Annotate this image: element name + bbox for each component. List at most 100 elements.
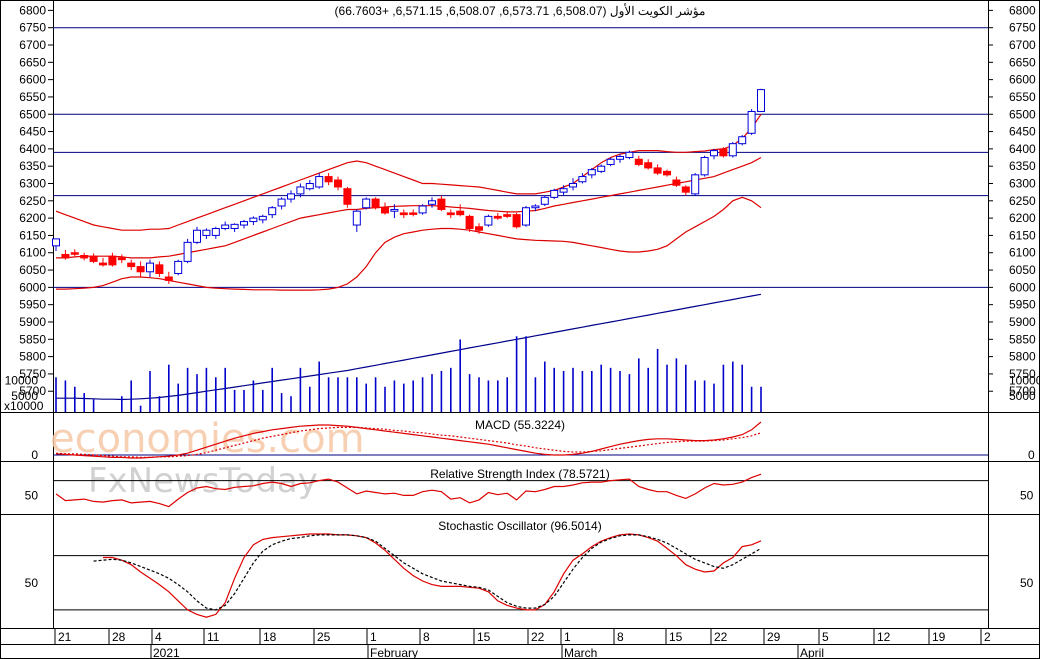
price-tick-label-right: 6600 [1009,73,1036,87]
candle-body [747,110,756,134]
price-tick-label-right: 5750 [1009,367,1036,381]
price-chart-title: مؤشر الكويت الأول (6,508.07, 6,573.71, 6… [335,3,706,18]
price-tick-label-left: 5850 [19,332,46,346]
x-day-label: 15 [669,630,683,644]
price-tick-label-left: 6700 [19,38,46,52]
price-tick-label-left: 6650 [19,55,46,69]
candle-body [587,169,596,176]
price-tick-label-left: 6300 [19,176,46,190]
candle-body [146,262,154,273]
candle-body [362,198,371,209]
candle-body [710,150,718,157]
stochastic-d-line [93,534,762,611]
price-tick-label-right: 5700 [1009,384,1036,398]
price-tick-label-left: 6500 [19,107,46,121]
price-tick-label-right: 6150 [1009,228,1036,242]
price-tick-label-right: 5900 [1009,315,1036,329]
volume-tick-label-left: 10000 [5,373,39,387]
x-day-label: 2 [984,630,991,644]
candle-body [343,188,352,205]
candle-body [616,155,624,160]
candle-body [550,189,559,198]
price-tick-label-right: 5950 [1009,298,1036,312]
price-tick-label-right: 6350 [1009,159,1036,173]
candle-body [672,179,681,186]
candle-body [691,174,700,195]
candle-body [728,143,737,157]
candle-body [578,176,587,183]
macd-line [55,421,762,459]
candle-body [108,255,117,266]
candle-body [324,176,333,183]
candle-body [61,253,70,259]
candle-body [296,186,305,195]
candle-body [409,212,418,215]
stochastic-panel: 50 50 [25,533,1034,618]
candle-body [531,205,540,209]
x-day-label: 21 [58,630,72,644]
stochastic-title: Stochastic Oscillator (96.5014) [438,519,601,533]
x-day-label: 15 [477,630,491,644]
candle-body [437,198,446,210]
x-day-label: 1 [370,630,377,644]
price-tick-label-left: 6750 [19,21,46,35]
x-day-label: 22 [531,630,545,644]
candle-body [136,266,145,273]
candle-body [211,228,220,236]
candle-body [174,260,183,275]
price-tick-label-left: 6550 [19,90,46,104]
price-tick-label-right: 6800 [1009,3,1036,17]
candle-body [597,165,606,172]
price-tick-label-right: 6300 [1009,176,1036,190]
price-tick-label-left: 6450 [19,125,46,139]
price-tick-label-right: 5850 [1009,332,1036,346]
price-tick-label-left: 6100 [19,246,46,260]
rsi-tick-label-right: 50 [1020,488,1034,502]
candle-body [287,193,295,200]
price-tick-label-left: 6400 [19,142,46,156]
macd-tick-label-left: 0 [31,448,38,462]
candle-body [663,170,671,176]
x-day-label: 28 [112,630,126,644]
price-tick-label-right: 6050 [1009,263,1036,277]
price-tick-label-right: 6250 [1009,194,1036,208]
price-tick-label-left: 6050 [19,263,46,277]
price-tick-label-right: 6750 [1009,21,1036,35]
candle-body [418,205,427,214]
candle-body [117,257,126,261]
candle-body [249,217,258,223]
macd-signal-line [55,426,762,458]
candle-body [89,255,98,262]
x-month-label: March [564,646,597,659]
candle-body [183,241,192,262]
candle-body [681,186,690,193]
candle-body [258,215,267,221]
candle-body [352,210,361,226]
candle-body [240,221,248,226]
candle-body [428,200,436,205]
price-tick-label-left: 6600 [19,73,46,87]
rsi-panel: 50 50 [25,473,1034,508]
candle-body [475,226,483,231]
candle-body [80,255,89,259]
x-month-label: 2021 [153,646,180,659]
candle-body [522,207,530,226]
candle-body [456,210,465,216]
price-tick-label-left: 6250 [19,194,46,208]
price-tick-label-left: 6200 [19,211,46,225]
price-tick-label-right: 6100 [1009,246,1036,260]
macd-title: MACD (55.3224) [475,418,565,432]
candle-body [305,182,314,190]
bollinger-middle-band [56,156,762,259]
candle-body [334,179,342,188]
price-tick-label-left: 5750 [19,367,46,381]
candle-body [606,158,615,165]
x-day-label: 22 [714,630,728,644]
macd-tick-label-right: 0 [1028,448,1035,462]
watermark-economies: economies.com [50,416,365,462]
candle-body [700,157,709,176]
x-day-label: 5 [822,630,829,644]
candle-body [155,264,164,275]
